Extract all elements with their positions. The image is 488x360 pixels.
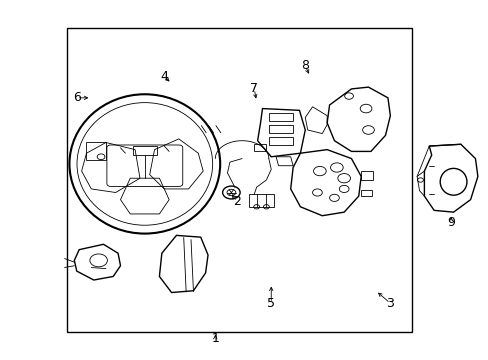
Bar (268, 113, 292, 121)
Bar (254, 144, 266, 152)
Bar (132, 146, 157, 155)
Text: 2: 2 (233, 195, 241, 208)
Text: 9: 9 (447, 216, 454, 229)
Bar (67, 28, 411, 332)
Bar (268, 125, 292, 133)
Text: 3: 3 (386, 297, 393, 310)
Text: 6: 6 (73, 91, 81, 104)
Text: 5: 5 (267, 297, 275, 310)
Text: 4: 4 (160, 70, 168, 83)
Bar (249, 194, 273, 207)
Bar (86, 143, 106, 160)
Text: 8: 8 (301, 59, 308, 72)
Bar (361, 171, 372, 180)
Text: 1: 1 (211, 333, 219, 346)
Bar (268, 137, 292, 145)
Bar (361, 190, 371, 196)
Text: 7: 7 (250, 82, 258, 95)
